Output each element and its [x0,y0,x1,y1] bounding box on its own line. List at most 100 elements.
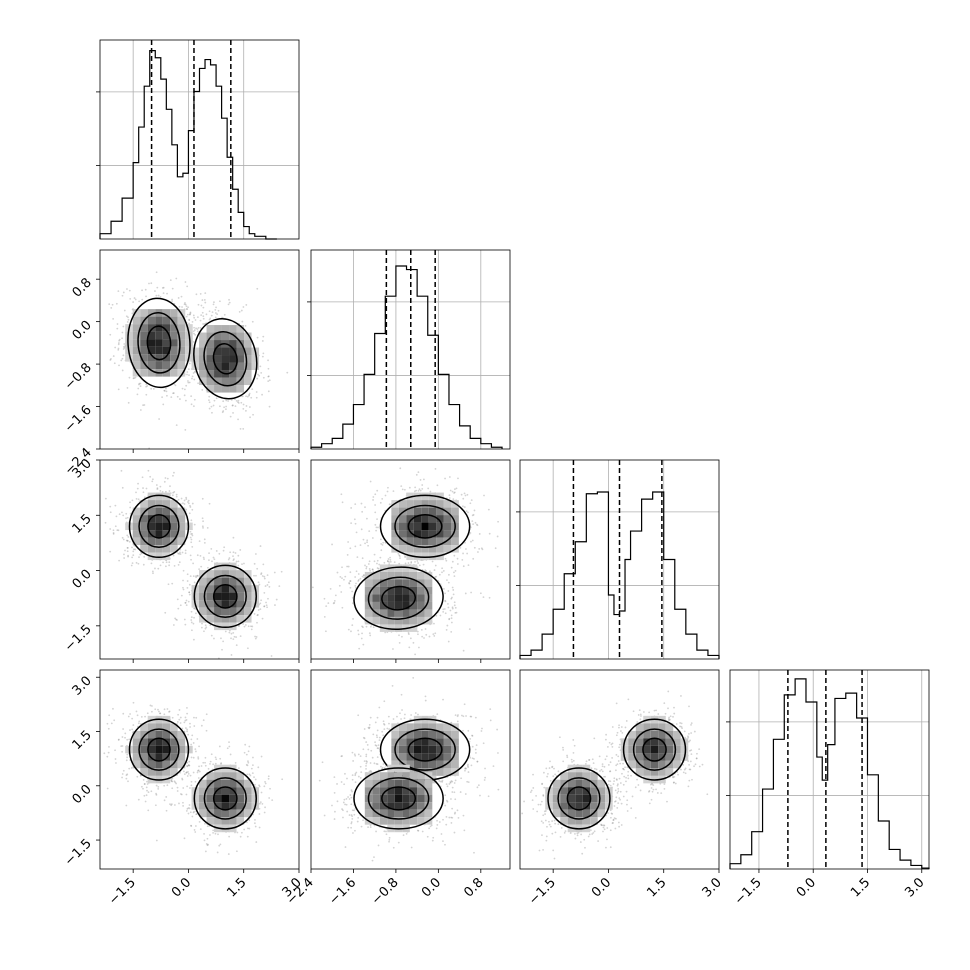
pair-1-2-pt [469,532,472,534]
pair-1-2-cell [413,530,422,538]
pair-1-2-cell [398,500,407,508]
pair-0-1-pt [196,328,199,331]
pair-0-1-pt [223,406,226,409]
pair-0-2-pt [127,536,130,538]
pair-0-3-pt [154,804,157,807]
pair-0-1-pt [251,320,254,323]
pair-0-2-pt [199,554,202,557]
pair-0-2-pt [266,606,268,609]
pair-0-1-pt [181,387,184,390]
pair-1-2-pt [366,539,369,542]
hist-panel-2 [516,459,720,660]
pair-0-2-cell [214,570,222,578]
pair-0-1-cell [140,369,148,377]
pair-0-2-pt [188,512,191,515]
pair-1-2-pt [463,506,466,508]
pair-1-2-cell [379,601,388,610]
pair-0-2-cell [132,507,141,516]
pair-1-2-cell [421,530,429,538]
pair-1-2-cell [436,515,444,523]
pair-0-2-cell [155,530,163,538]
pair-0-2-pt [137,562,140,565]
pair-0-2-pt [187,501,189,503]
pair-1-2-pt [388,561,390,563]
pair-0-2-pt [237,560,240,563]
pair-0-1-pt [172,392,175,394]
pair-1-2-pt [471,539,474,542]
pair-1-2-pt [448,618,451,621]
pair-1-2-pt [417,562,419,564]
pair-0-1-pt [145,393,148,396]
pair-0-2-pt [186,573,189,576]
pair-0-2-pt [137,498,140,501]
pair-1-2-pt [398,555,401,558]
pair-0-1-cell [244,347,252,356]
pair-0-1-cell [140,324,148,332]
pair-0-1-pt [249,416,251,419]
pair-0-1-pt [267,375,270,378]
pair-0-2-pt [183,618,186,621]
pair-1-2-pt [429,570,431,573]
pair-0-2-pt [156,488,159,491]
pair-0-2-pt [183,499,186,502]
pair-0-1-cell [221,377,230,386]
pair-0-2-pt [139,553,142,556]
pair-1-2-cell [398,545,407,553]
pair-1-2-pt [352,618,354,620]
pair-0-1-cell [132,316,141,325]
hist-panel-0 [96,39,300,240]
pair-0-1-pt [184,281,187,283]
pair-0-2-pt [143,555,146,558]
pair-0-2-pt [151,478,154,481]
pair-0-1-cell [236,377,245,386]
pair-0-2-pt [159,485,162,488]
pair-0-2-cell [229,585,237,593]
pair-0-1-pt [211,311,214,314]
pair-0-2-pt [173,471,175,474]
pair-0-1-cell [191,355,200,363]
pair-0-2-pt [161,490,164,493]
pair-0-2-pt [152,572,154,575]
pair-0-1-pt [191,377,193,380]
pair-0-2-pt [175,495,178,498]
pair-0-1-cell [229,347,237,356]
pair-1-2-pt [416,560,419,562]
pair-1-2-pt [473,546,476,549]
pair-0-2-pt [222,640,225,643]
pair-0-2-pt [125,512,128,515]
pair-0-2-cell [140,507,148,516]
pair-0-3-pt [194,748,197,751]
hist-1-steps [310,265,503,449]
pair-1-2-pt [369,634,372,637]
pair-1-2-pt [460,493,463,496]
pair-0-2-cell [162,522,171,531]
pair-0-2-pt [177,552,180,555]
pair-0-1-cell [170,354,178,362]
pair-1-2-pt [446,624,449,627]
pair-0-3-pt [190,743,193,746]
pair-0-2-cell [155,492,163,501]
pair-0-1-pt [187,381,190,384]
pair-0-2-pt [275,598,278,601]
pair-0-2-pt [182,588,185,591]
pair-1-2-cell [387,571,395,580]
pair-0-1-pt [262,335,265,338]
pair-0-2-pt [191,545,194,548]
pair-0-1-pt [225,405,228,408]
pair-0-3-pt [186,764,188,767]
pair-0-1-pt [193,378,196,381]
pair-0-1-pt [171,298,174,301]
pair-0-1-pt [267,367,270,370]
pair-0-2-cell [140,515,148,523]
pair-0-1-cell [221,325,230,333]
pair-1-2-pt [404,555,406,557]
pair-0-2-pt [175,618,177,621]
pair-1-2-cell [402,616,410,625]
pair-0-1-cell [147,324,156,332]
pair-1-2-pt [379,538,382,541]
pair-1-2-pt [393,561,396,564]
pair-0-2-cell [221,585,230,593]
pair-1-2-pt [376,559,379,562]
pair-0-2-cell [199,607,207,616]
pair-0-2-pt [173,565,176,567]
